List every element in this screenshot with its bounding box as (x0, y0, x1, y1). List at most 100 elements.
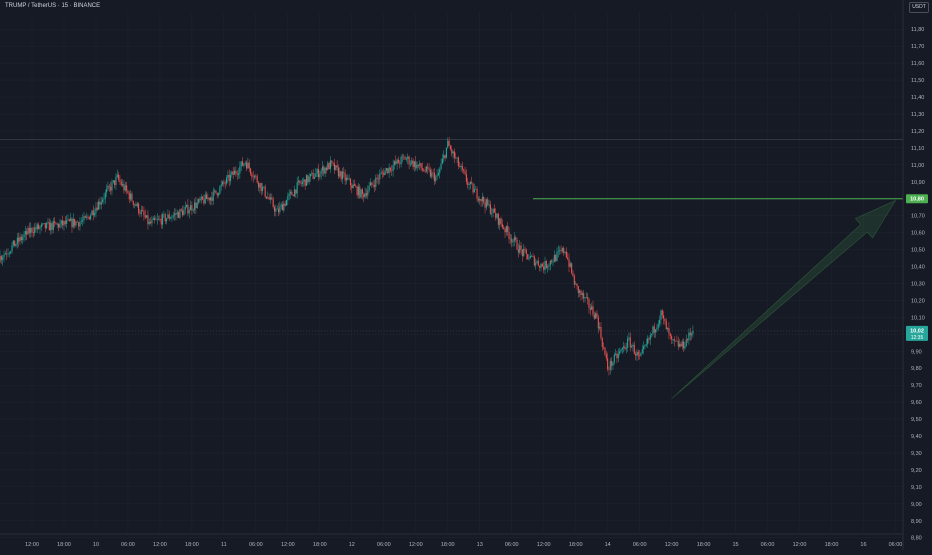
candle[interactable] (511, 234, 513, 248)
candle-body[interactable] (257, 182, 260, 188)
candle[interactable] (689, 327, 691, 341)
candle[interactable] (147, 210, 149, 230)
candle-body[interactable] (400, 156, 402, 165)
candle[interactable] (339, 167, 341, 178)
candle[interactable] (303, 177, 305, 187)
candle-body[interactable] (100, 202, 102, 205)
candle-body[interactable] (2, 257, 4, 260)
candle[interactable] (28, 222, 30, 238)
candle-body[interactable] (521, 249, 523, 256)
candle[interactable] (87, 214, 89, 220)
candle[interactable] (572, 270, 574, 278)
candle-body[interactable] (549, 260, 551, 266)
candle-body[interactable] (154, 218, 156, 220)
candle[interactable] (203, 194, 205, 206)
candle-body[interactable] (537, 261, 539, 266)
candle-body[interactable] (456, 157, 458, 159)
candle[interactable] (384, 167, 386, 176)
candle[interactable] (26, 228, 28, 241)
candle-body[interactable] (12, 240, 14, 246)
candle-body[interactable] (647, 338, 649, 344)
candle[interactable] (455, 152, 457, 160)
candle-body[interactable] (22, 237, 24, 241)
candle-body[interactable] (489, 204, 491, 214)
candle[interactable] (395, 155, 397, 166)
candle-body[interactable] (393, 161, 395, 166)
candle[interactable] (645, 338, 647, 348)
candle[interactable] (206, 191, 208, 200)
candle-body[interactable] (492, 208, 494, 214)
candle[interactable] (152, 216, 154, 221)
candle-body[interactable] (665, 321, 667, 330)
candle-body[interactable] (613, 354, 615, 363)
candle-body[interactable] (544, 261, 546, 270)
candle[interactable] (500, 216, 502, 227)
candle-body[interactable] (609, 360, 611, 370)
candle[interactable] (299, 180, 301, 186)
candle-body[interactable] (385, 168, 387, 171)
candle-body[interactable] (575, 283, 577, 285)
candle[interactable] (309, 173, 312, 182)
candle[interactable] (288, 189, 290, 201)
candle-body[interactable] (224, 183, 226, 185)
candle[interactable] (308, 172, 310, 185)
candle[interactable] (417, 164, 419, 169)
candle[interactable] (372, 180, 374, 188)
candle[interactable] (532, 253, 534, 258)
candle[interactable] (475, 185, 477, 190)
candle-body[interactable] (396, 159, 398, 164)
candle-body[interactable] (643, 346, 645, 350)
candle-body[interactable] (32, 232, 34, 234)
candle[interactable] (620, 348, 622, 353)
candle-body[interactable] (136, 203, 138, 207)
candle[interactable] (202, 196, 204, 201)
candle-body[interactable] (615, 353, 617, 355)
candle[interactable] (381, 170, 383, 179)
candle-body[interactable] (178, 212, 180, 218)
candle-body[interactable] (328, 163, 330, 169)
candle[interactable] (400, 154, 402, 168)
candle-body[interactable] (511, 238, 513, 243)
candle-body[interactable] (421, 168, 423, 170)
candle[interactable] (11, 241, 13, 255)
candle[interactable] (4, 251, 6, 255)
candle-body[interactable] (423, 169, 425, 172)
candle-body[interactable] (581, 293, 583, 296)
candle-body[interactable] (447, 140, 449, 148)
candle[interactable] (24, 226, 26, 241)
candle-body[interactable] (548, 265, 550, 267)
candle-body[interactable] (166, 218, 168, 222)
candle[interactable] (36, 222, 38, 234)
candle[interactable] (10, 250, 12, 255)
candle[interactable] (123, 180, 125, 194)
candle-body[interactable] (251, 173, 253, 177)
candle[interactable] (487, 197, 489, 207)
candle[interactable] (194, 198, 196, 214)
candle-body[interactable] (477, 198, 479, 201)
candle-body[interactable] (344, 173, 346, 181)
candle-body[interactable] (573, 275, 575, 285)
candle-body[interactable] (311, 172, 313, 174)
candle[interactable] (100, 197, 102, 210)
candle[interactable] (683, 338, 685, 353)
candle-body[interactable] (437, 173, 439, 176)
candle-body[interactable] (171, 217, 173, 219)
candle[interactable] (236, 170, 238, 181)
candle[interactable] (563, 246, 565, 256)
candle[interactable] (412, 158, 414, 170)
candle[interactable] (159, 215, 161, 222)
candle-body[interactable] (273, 207, 276, 212)
candle[interactable] (565, 247, 567, 259)
candle[interactable] (301, 177, 304, 187)
candle-body[interactable] (604, 347, 606, 355)
candle[interactable] (612, 361, 614, 370)
candle[interactable] (647, 335, 649, 349)
candle[interactable] (483, 195, 485, 205)
candle[interactable] (120, 178, 122, 187)
candle-body[interactable] (240, 161, 242, 167)
candle[interactable] (416, 161, 418, 172)
candle[interactable] (405, 156, 407, 162)
candle-body[interactable] (114, 180, 116, 185)
candle-body[interactable] (657, 323, 659, 328)
candle[interactable] (603, 342, 605, 350)
